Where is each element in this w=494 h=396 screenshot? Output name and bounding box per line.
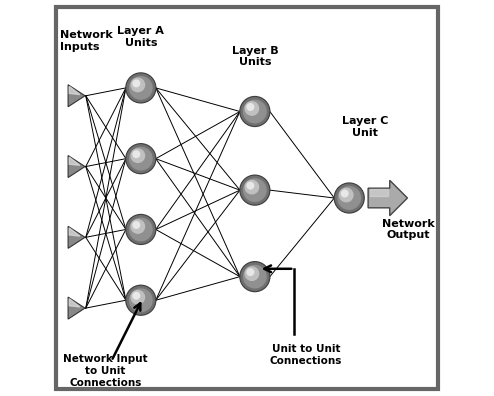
Polygon shape bbox=[69, 299, 80, 307]
Circle shape bbox=[127, 74, 155, 102]
FancyBboxPatch shape bbox=[56, 7, 438, 389]
Circle shape bbox=[133, 293, 140, 299]
Circle shape bbox=[129, 147, 152, 170]
Circle shape bbox=[240, 175, 270, 205]
Circle shape bbox=[131, 149, 145, 162]
Circle shape bbox=[247, 104, 254, 110]
Circle shape bbox=[127, 145, 155, 172]
Circle shape bbox=[241, 176, 269, 204]
Polygon shape bbox=[368, 180, 408, 216]
Circle shape bbox=[339, 188, 353, 202]
Circle shape bbox=[241, 98, 269, 125]
Circle shape bbox=[131, 220, 145, 233]
Circle shape bbox=[247, 269, 254, 276]
Text: Unit to Unit
Connections: Unit to Unit Connections bbox=[270, 345, 342, 366]
Circle shape bbox=[247, 183, 254, 189]
Circle shape bbox=[245, 102, 258, 115]
Circle shape bbox=[334, 183, 364, 213]
Circle shape bbox=[127, 286, 155, 314]
Circle shape bbox=[244, 100, 266, 123]
Circle shape bbox=[240, 262, 270, 291]
Circle shape bbox=[131, 291, 145, 304]
Polygon shape bbox=[68, 156, 85, 177]
Circle shape bbox=[335, 184, 363, 212]
Polygon shape bbox=[68, 297, 85, 319]
Circle shape bbox=[240, 97, 270, 126]
Polygon shape bbox=[370, 189, 388, 196]
Text: Layer A
Units: Layer A Units bbox=[118, 26, 165, 48]
Text: Network
Output: Network Output bbox=[382, 219, 435, 240]
Circle shape bbox=[127, 216, 155, 243]
Polygon shape bbox=[68, 85, 85, 107]
Text: Layer B
Units: Layer B Units bbox=[232, 46, 278, 67]
Text: Network Input
to Unit
Connections: Network Input to Unit Connections bbox=[63, 354, 148, 388]
Circle shape bbox=[126, 285, 156, 315]
Circle shape bbox=[126, 73, 156, 103]
Circle shape bbox=[126, 215, 156, 244]
Circle shape bbox=[241, 263, 269, 290]
Text: Network
Inputs: Network Inputs bbox=[60, 30, 113, 51]
Circle shape bbox=[126, 144, 156, 173]
Circle shape bbox=[244, 265, 266, 288]
Circle shape bbox=[341, 190, 348, 197]
Circle shape bbox=[129, 218, 152, 241]
Circle shape bbox=[129, 289, 152, 311]
Circle shape bbox=[245, 267, 258, 280]
Circle shape bbox=[244, 179, 266, 201]
Polygon shape bbox=[69, 157, 80, 166]
Circle shape bbox=[245, 181, 258, 194]
Circle shape bbox=[133, 151, 140, 158]
Text: Layer C
Unit: Layer C Unit bbox=[342, 116, 388, 138]
Circle shape bbox=[131, 78, 145, 91]
Circle shape bbox=[133, 222, 140, 228]
Circle shape bbox=[133, 80, 140, 87]
Circle shape bbox=[129, 77, 152, 99]
Polygon shape bbox=[69, 228, 80, 236]
Polygon shape bbox=[68, 226, 85, 248]
Polygon shape bbox=[69, 86, 80, 95]
Circle shape bbox=[338, 187, 361, 209]
